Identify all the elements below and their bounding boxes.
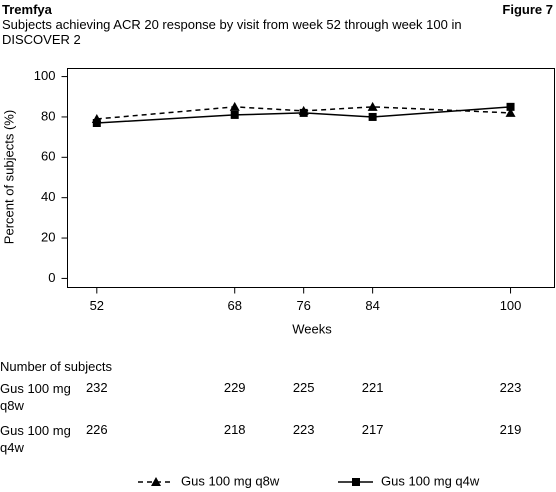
- subject-count: 223: [292, 422, 315, 437]
- y-tick-label: 100: [34, 68, 56, 83]
- x-tick-label: 84: [365, 298, 379, 313]
- x-tick-label: 100: [500, 298, 522, 313]
- legend-label: Gus 100 mg q4w: [381, 473, 480, 488]
- figure-label: Figure 7: [502, 2, 553, 17]
- subject-count: 218: [223, 422, 246, 437]
- subject-count: 219: [499, 422, 522, 437]
- row-label: Gus 100 mg q4w: [0, 423, 71, 455]
- subject-count: 223: [499, 380, 522, 395]
- y-axis-label: Percent of subjects (%): [1, 110, 16, 244]
- y-tick-label: 20: [41, 229, 55, 244]
- table-title: Number of subjects: [0, 359, 112, 374]
- subject-count: 221: [361, 380, 384, 395]
- subject-count: 217: [361, 422, 384, 437]
- marker-square: [506, 102, 515, 111]
- marker-triangle: [229, 101, 240, 111]
- brand: Tremfya: [2, 2, 52, 17]
- x-tick-label: 76: [296, 298, 310, 313]
- plot-frame: [67, 68, 555, 288]
- marker-triangle: [505, 107, 516, 117]
- y-tick-label: 80: [41, 108, 55, 123]
- marker-triangle: [367, 101, 378, 111]
- marker-square: [368, 112, 377, 121]
- y-tick-label: 40: [41, 189, 55, 204]
- subject-count: 232: [85, 380, 108, 395]
- x-tick-label: 52: [90, 298, 104, 313]
- marker-square: [299, 108, 308, 117]
- marker-triangle: [151, 477, 161, 486]
- x-axis-label: Weeks: [292, 321, 332, 336]
- y-tick-label: 0: [48, 270, 55, 285]
- y-tick-label: 60: [41, 149, 55, 164]
- x-tick-label: 68: [227, 298, 241, 313]
- marker-square: [92, 118, 101, 127]
- chart-title: Subjects achieving ACR 20 response by vi…: [2, 17, 462, 47]
- marker-square: [230, 110, 239, 119]
- subject-count: 226: [85, 422, 108, 437]
- legend-label: Gus 100 mg q8w: [181, 473, 280, 488]
- row-label: Gus 100 mg q8w: [0, 381, 71, 413]
- subject-count: 225: [292, 380, 315, 395]
- marker-square: [352, 478, 360, 486]
- subject-count: 229: [223, 380, 246, 395]
